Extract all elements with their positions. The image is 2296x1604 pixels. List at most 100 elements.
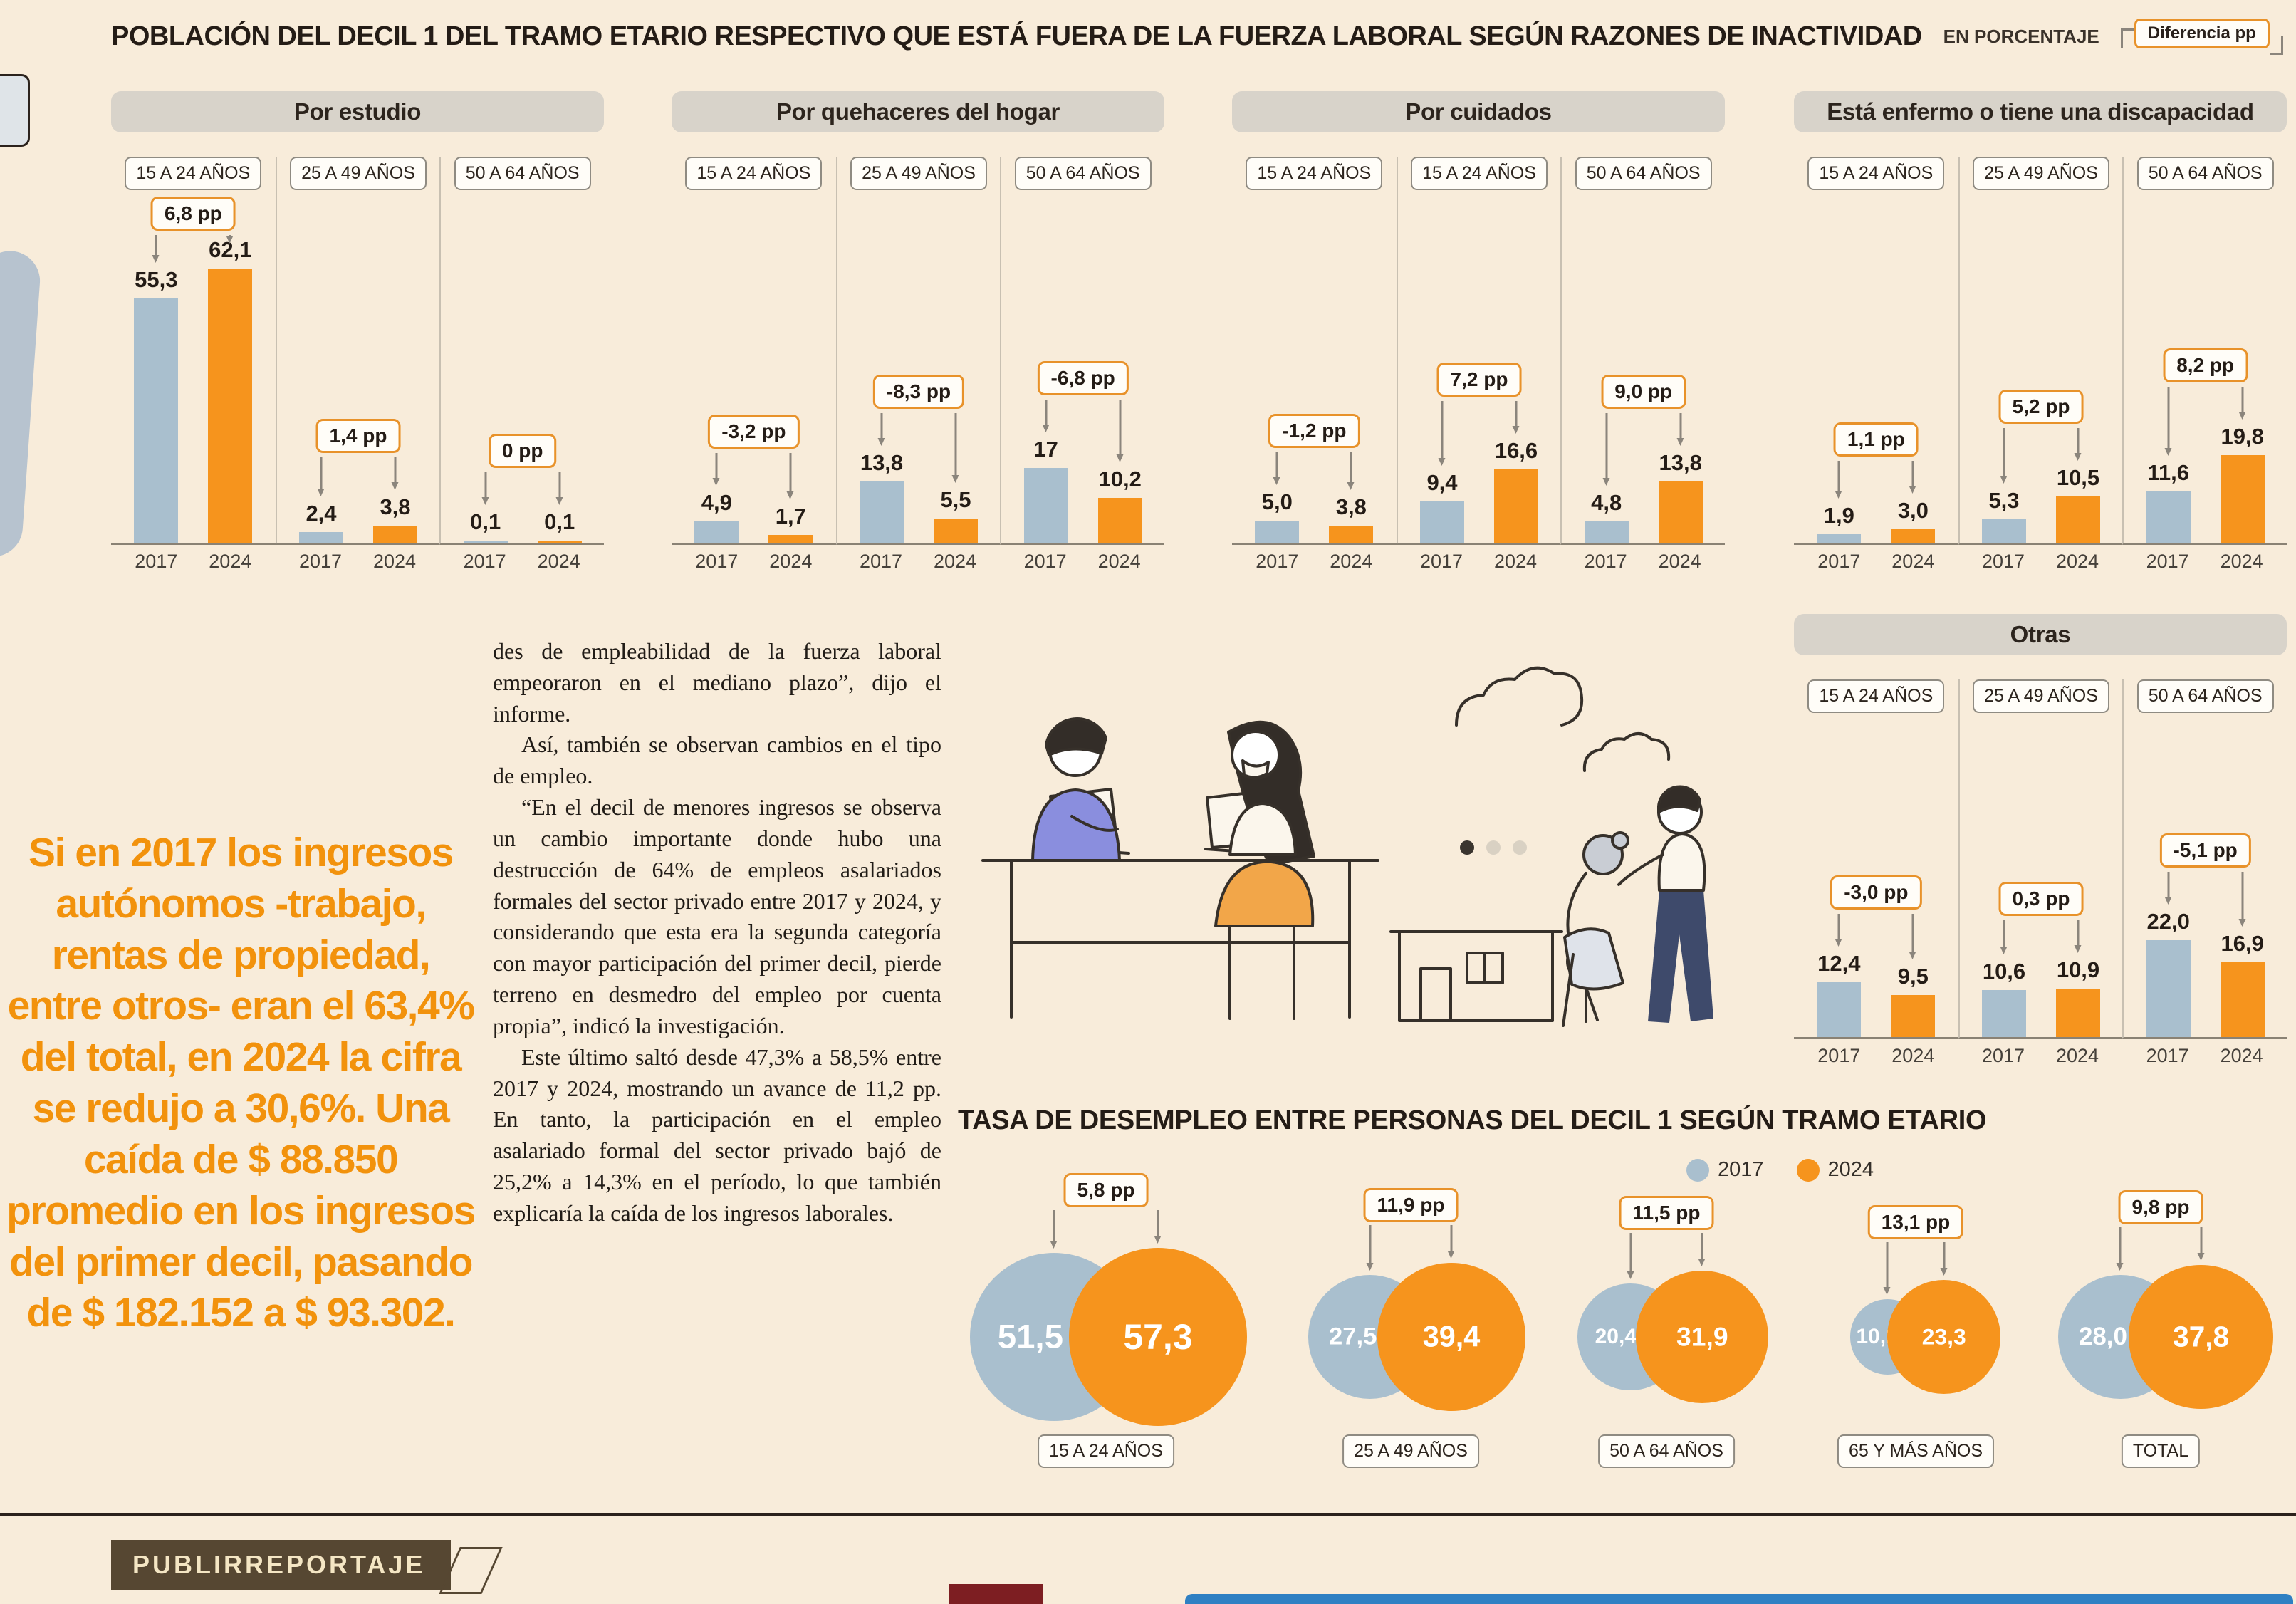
bar-2017: 4,9 xyxy=(694,490,739,543)
plot-area: 0,1 0,1 0 pp xyxy=(439,201,605,545)
legend-connector-icon xyxy=(2120,28,2134,48)
bottom-cropped-panel xyxy=(1185,1594,2293,1604)
diff-arrow xyxy=(1676,413,1684,447)
diff-arrow xyxy=(786,452,794,500)
age-label: 15 A 24 AÑOS xyxy=(1038,1434,1174,1468)
bubble-value: 31,9 xyxy=(1676,1321,1728,1352)
chart-por-estudio: Por estudio 15 A 24 AÑOS 55,3 62,1 6,8 pp 201… xyxy=(111,91,605,573)
diff-label: 11,9 pp xyxy=(1363,1188,1459,1223)
diff-label: 1,4 pp xyxy=(315,419,401,454)
diff-label: -6,8 pp xyxy=(1037,360,1129,395)
bar-2024: 19,8 xyxy=(2220,424,2265,543)
year-label: 2017 xyxy=(1419,551,1463,572)
plot-area: 10,6 10,9 0,3 pp xyxy=(1958,724,2123,1039)
age-subchart: 15 A 24 AÑOS 4,9 1,7 -3,2 pp 2017 2024 xyxy=(672,157,836,573)
diff-arrow xyxy=(951,413,959,484)
legend-connector-icon xyxy=(2269,36,2283,55)
bars: 17 10,2 xyxy=(1001,437,1164,543)
age-pill-row: 50 A 64 AÑOS xyxy=(439,157,604,201)
bar-value: 0,1 xyxy=(544,509,575,534)
age-pill-row: 15 A 24 AÑOS xyxy=(1794,679,1958,724)
bar-2017: 5,0 xyxy=(1255,489,1300,543)
pull-quote: Si en 2017 los ingresos autónomos -traba… xyxy=(6,830,476,1336)
diff-arrow xyxy=(152,235,160,264)
bar-value: 1,9 xyxy=(1823,503,1854,528)
year-label: 2024 xyxy=(372,551,417,572)
diff-arrow xyxy=(1627,1232,1634,1280)
bar-value: 16,6 xyxy=(1494,438,1538,464)
diff-arrow xyxy=(877,413,885,447)
age-subchart: 15 A 24 AÑOS 12,4 9,5 -3,0 pp 2017 2024 xyxy=(1794,679,1958,1067)
age-label: TOTAL xyxy=(2121,1434,2201,1468)
bar-value: 4,9 xyxy=(701,489,732,515)
diff-arrow xyxy=(1940,1242,1948,1276)
age-pill-row: 50 A 64 AÑOS xyxy=(2122,679,2287,724)
age-subchart: 50 A 64 AÑOS 0,1 0,1 0 pp 2017 2024 xyxy=(439,157,605,573)
year-label: 2017 xyxy=(1981,551,2025,572)
bars: 11,6 19,8 xyxy=(2124,424,2287,543)
bar-value: 17 xyxy=(1033,436,1058,462)
diff-arrow xyxy=(1273,452,1280,485)
year-row: 2017 2024 xyxy=(1958,1045,2123,1067)
year-legend: 2017 2024 xyxy=(1686,1158,1874,1182)
year-label: 2024 xyxy=(933,551,977,572)
diff-arrow xyxy=(1366,1225,1374,1271)
age-label: 15 A 24 AÑOS xyxy=(1246,157,1383,190)
year-row: 2017 2024 xyxy=(439,551,604,573)
age-pill-row: 50 A 64 AÑOS xyxy=(1000,157,1164,201)
year-row: 2017 2024 xyxy=(276,551,440,573)
age-label: 25 A 49 AÑOS xyxy=(290,157,427,190)
bar-value: 10,5 xyxy=(2056,464,2100,490)
chart-otras: Otras 15 A 24 AÑOS 12,4 9,5 -3,0 pp 2017 2024 2… xyxy=(1794,614,2287,1067)
year-label: 2024 xyxy=(1891,1045,1935,1066)
age-subchart: 50 A 64 AÑOS 4,8 13,8 9,0 pp 2017 2024 xyxy=(1560,157,1726,573)
year-row: 2017 2024 xyxy=(1397,551,1561,573)
bar-2024: 3,8 xyxy=(1329,494,1374,543)
bar-value: 1,7 xyxy=(775,504,806,529)
bar-2024: 0,1 xyxy=(537,509,582,543)
divider-rule xyxy=(0,1513,2296,1516)
plot-area: 1,9 3,0 1,1 pp xyxy=(1794,201,1958,545)
diff-label: 5,2 pp xyxy=(1998,389,2084,424)
diff-label: 11,5 pp xyxy=(1619,1195,1714,1230)
bar-value: 16,9 xyxy=(2221,931,2264,957)
bar-value: 19,8 xyxy=(2221,424,2264,449)
age-subchart: 25 A 49 AÑOS 10,6 10,9 0,3 pp 2017 2024 xyxy=(1958,679,2123,1067)
bubble-value: 39,4 xyxy=(1422,1320,1481,1353)
bubble-value: 20,4 xyxy=(1595,1324,1637,1348)
legend-2017-label: 2017 xyxy=(1718,1158,1764,1181)
diff-label: 0 pp xyxy=(488,434,557,468)
bar-value: 12,4 xyxy=(1817,951,1861,977)
chart-group-title: Por cuidados xyxy=(1232,91,1725,132)
diff-arrow xyxy=(226,235,234,244)
chart-enfermo-discapacidad: Está enfermo o tiene una discapacidad 15 … xyxy=(1794,91,2287,573)
year-label: 2024 xyxy=(1493,551,1538,572)
desk-scene-illustration xyxy=(981,717,1379,1020)
bar-2024: 13,8 xyxy=(1658,450,1703,543)
bar-2017: 12,4 xyxy=(1817,951,1862,1037)
diff-arrow xyxy=(1835,461,1842,499)
chart-group-title: Por quehaceres del hogar xyxy=(672,91,1164,132)
bubble-value: 27,5 xyxy=(1329,1323,1377,1350)
year-label: 2017 xyxy=(2146,1045,2189,1066)
bar-value: 22,0 xyxy=(2146,908,2190,934)
bar-value: 9,5 xyxy=(1897,964,1929,989)
diff-label: 7,2 pp xyxy=(1436,363,1522,397)
age-pill-row: 15 A 24 AÑOS xyxy=(672,157,836,201)
chart-quehaceres-del-hogar: Por quehaceres del hogar 15 A 24 AÑOS 4,9 1… xyxy=(672,91,1165,573)
bar-2024: 10,9 xyxy=(2056,957,2100,1037)
diff-arrow xyxy=(2074,427,2082,461)
bar-2017: 22,0 xyxy=(2146,909,2191,1037)
bars: 22,0 16,9 xyxy=(2124,909,2287,1037)
bubble-2024: 39,4 xyxy=(1377,1263,1525,1411)
age-label: 50 A 64 AÑOS xyxy=(1575,157,1712,190)
age-label: 15 A 24 AÑOS xyxy=(685,157,823,190)
year-label: 2024 xyxy=(2220,551,2263,572)
year-row: 2017 2024 xyxy=(672,551,836,573)
legend-2017-dot-icon xyxy=(1686,1158,1709,1182)
legend-2024-label: 2024 xyxy=(1827,1158,1874,1181)
bar-2024: 3,0 xyxy=(1891,498,1936,543)
age-subchart: 50 A 64 AÑOS 22,0 16,9 -5,1 pp 2017 2024 xyxy=(2122,679,2287,1067)
unit-label: EN PORCENTAJE xyxy=(1943,26,2099,47)
